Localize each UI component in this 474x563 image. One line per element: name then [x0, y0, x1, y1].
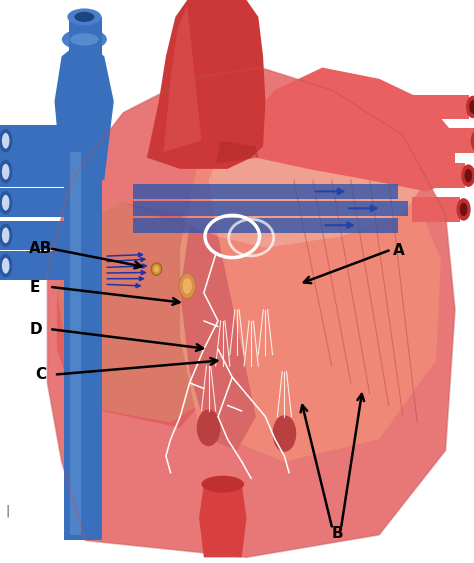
- Ellipse shape: [182, 278, 192, 294]
- Polygon shape: [412, 163, 465, 188]
- Ellipse shape: [70, 33, 99, 46]
- Polygon shape: [70, 152, 81, 535]
- Polygon shape: [0, 125, 65, 157]
- Polygon shape: [69, 17, 102, 62]
- Polygon shape: [133, 218, 398, 233]
- Ellipse shape: [74, 12, 94, 22]
- Polygon shape: [133, 201, 408, 216]
- Ellipse shape: [2, 195, 9, 211]
- Ellipse shape: [461, 164, 474, 187]
- Polygon shape: [0, 188, 65, 217]
- Ellipse shape: [179, 273, 195, 298]
- Text: D: D: [29, 322, 42, 337]
- Text: |: |: [6, 504, 10, 518]
- Polygon shape: [412, 95, 469, 119]
- Text: E: E: [29, 280, 40, 294]
- Ellipse shape: [201, 476, 244, 493]
- Polygon shape: [209, 113, 427, 248]
- Polygon shape: [216, 141, 258, 163]
- Polygon shape: [0, 156, 65, 187]
- Polygon shape: [57, 203, 209, 428]
- Ellipse shape: [0, 254, 12, 278]
- Ellipse shape: [456, 198, 471, 221]
- Text: AB: AB: [29, 242, 53, 256]
- Polygon shape: [0, 251, 65, 280]
- Polygon shape: [412, 197, 460, 222]
- Ellipse shape: [469, 100, 474, 114]
- Polygon shape: [0, 221, 65, 250]
- Ellipse shape: [273, 415, 296, 452]
- Polygon shape: [55, 39, 114, 180]
- Ellipse shape: [0, 191, 12, 215]
- Ellipse shape: [197, 410, 220, 446]
- Polygon shape: [133, 184, 398, 199]
- Ellipse shape: [2, 164, 9, 180]
- Ellipse shape: [2, 133, 9, 149]
- Ellipse shape: [151, 263, 162, 275]
- Polygon shape: [180, 225, 256, 450]
- Polygon shape: [199, 484, 246, 557]
- Polygon shape: [164, 6, 201, 152]
- Ellipse shape: [466, 96, 474, 118]
- Polygon shape: [64, 146, 102, 540]
- Ellipse shape: [62, 29, 107, 50]
- Polygon shape: [180, 113, 441, 462]
- Ellipse shape: [460, 203, 467, 216]
- Ellipse shape: [0, 129, 12, 153]
- Text: B: B: [332, 526, 344, 541]
- Text: A: A: [393, 243, 405, 258]
- Ellipse shape: [154, 266, 159, 272]
- Polygon shape: [246, 68, 455, 191]
- Ellipse shape: [2, 227, 9, 243]
- Ellipse shape: [465, 169, 472, 182]
- Ellipse shape: [67, 8, 101, 25]
- Ellipse shape: [0, 224, 12, 247]
- Polygon shape: [47, 68, 455, 557]
- Ellipse shape: [0, 160, 12, 184]
- Polygon shape: [57, 203, 209, 422]
- Polygon shape: [412, 128, 474, 153]
- Text: C: C: [36, 367, 46, 382]
- Ellipse shape: [2, 258, 9, 274]
- Ellipse shape: [471, 129, 474, 152]
- Polygon shape: [147, 0, 265, 169]
